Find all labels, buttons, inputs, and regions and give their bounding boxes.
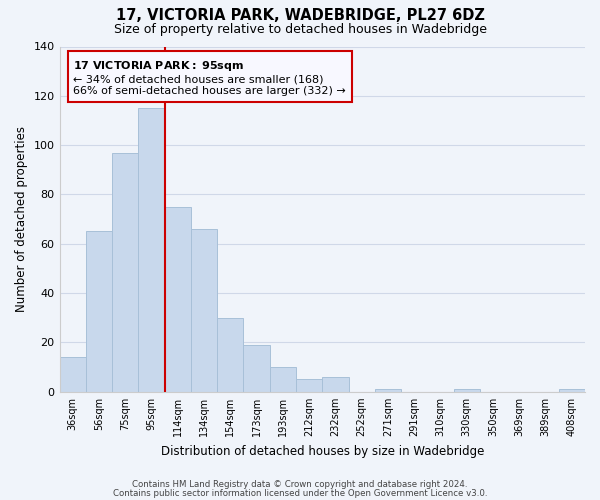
Bar	[559, 390, 585, 392]
Bar	[322, 377, 349, 392]
Text: Contains HM Land Registry data © Crown copyright and database right 2024.: Contains HM Land Registry data © Crown c…	[132, 480, 468, 489]
X-axis label: Distribution of detached houses by size in Wadebridge: Distribution of detached houses by size …	[161, 444, 484, 458]
Text: Contains public sector information licensed under the Open Government Licence v3: Contains public sector information licen…	[113, 488, 487, 498]
Bar	[296, 380, 322, 392]
Bar	[191, 229, 217, 392]
Text: 17, VICTORIA PARK, WADEBRIDGE, PL27 6DZ: 17, VICTORIA PARK, WADEBRIDGE, PL27 6DZ	[116, 8, 484, 22]
Bar	[59, 358, 86, 392]
Bar	[270, 367, 296, 392]
Text: Size of property relative to detached houses in Wadebridge: Size of property relative to detached ho…	[113, 22, 487, 36]
Bar	[454, 390, 480, 392]
Bar	[86, 232, 112, 392]
Bar	[244, 345, 270, 392]
Text: $\bf{17\ VICTORIA\ PARK:\ 95sqm}$
← 34% of detached houses are smaller (168)
66%: $\bf{17\ VICTORIA\ PARK:\ 95sqm}$ ← 34% …	[73, 59, 346, 96]
Bar	[164, 207, 191, 392]
Bar	[139, 108, 164, 392]
Bar	[217, 318, 244, 392]
Bar	[375, 390, 401, 392]
Bar	[112, 152, 139, 392]
Y-axis label: Number of detached properties: Number of detached properties	[15, 126, 28, 312]
